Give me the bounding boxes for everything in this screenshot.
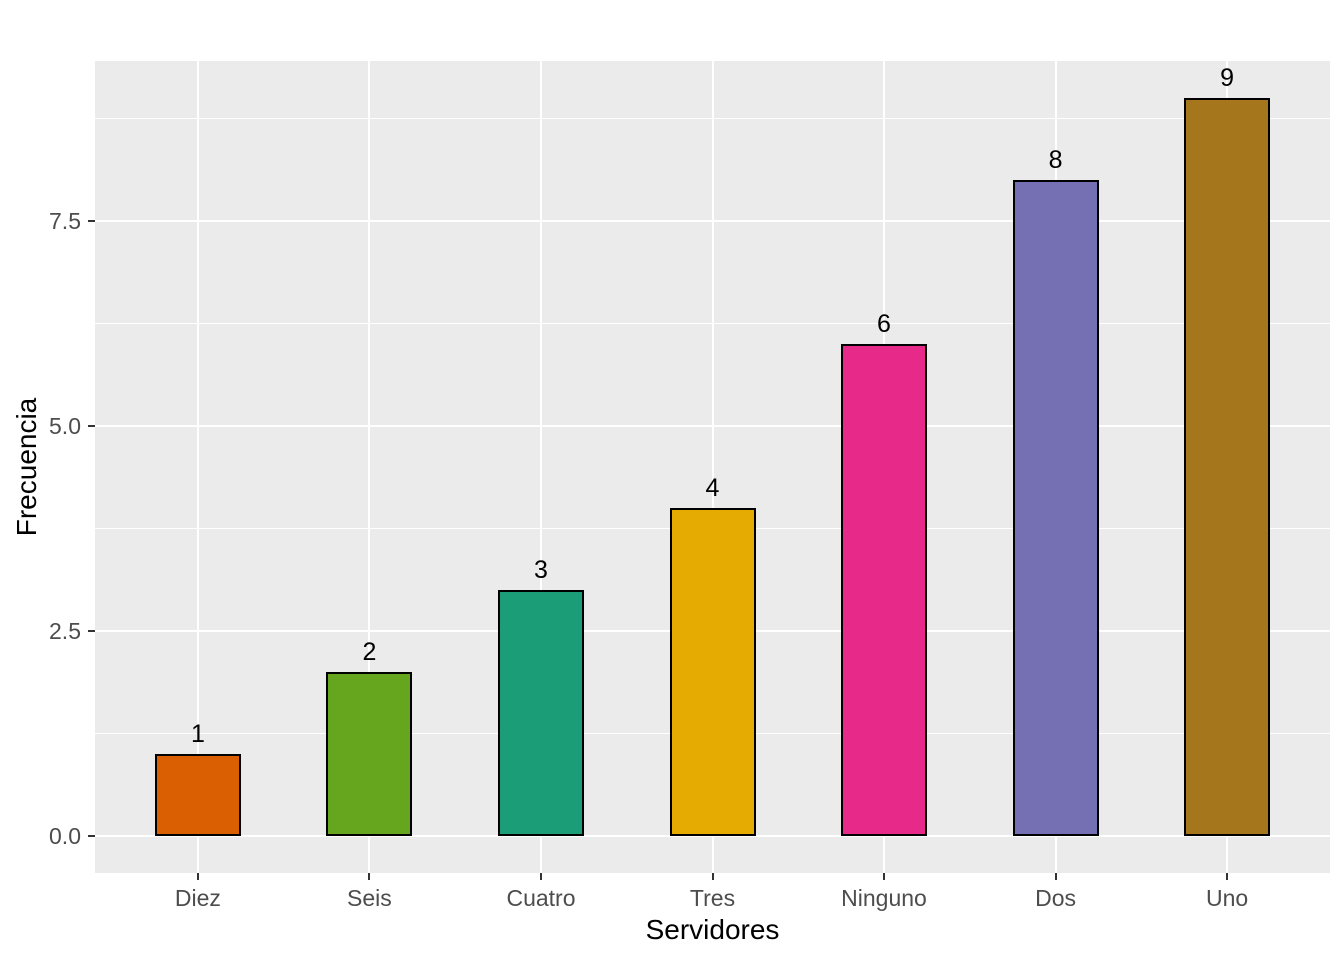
bar xyxy=(841,344,927,836)
x-axis-title: Servidores xyxy=(645,914,780,945)
bar xyxy=(154,754,241,836)
x-tick-label: Diez xyxy=(174,885,221,911)
category-gridline xyxy=(368,61,371,873)
bar-value-label: 4 xyxy=(705,474,720,502)
y-tick-label: 2.5 xyxy=(49,618,81,644)
x-tick-label: Cuatro xyxy=(506,885,576,911)
bar xyxy=(498,590,584,836)
category-gridline xyxy=(711,61,714,873)
bar-value-label: 2 xyxy=(362,638,377,666)
x-tick-mark xyxy=(711,873,714,880)
y-tick-label: 0.0 xyxy=(49,823,81,849)
bar-value-label: 9 xyxy=(1220,64,1235,92)
y-tick-label: 7.5 xyxy=(49,208,81,234)
x-tick-mark xyxy=(1226,873,1229,880)
y-tick-mark xyxy=(88,220,95,222)
x-tick-label: Uno xyxy=(1205,885,1249,911)
x-tick-label: Tres xyxy=(689,885,736,911)
bar-value-label: 8 xyxy=(1048,146,1063,174)
x-tick-mark xyxy=(540,873,542,880)
category-gridline xyxy=(196,61,199,873)
y-tick-label: 5.0 xyxy=(49,413,81,439)
y-tick-mark xyxy=(88,425,95,427)
bar-value-label: 6 xyxy=(877,310,891,338)
bar-value-label: 3 xyxy=(534,556,548,584)
x-tick-label: Dos xyxy=(1035,885,1077,911)
x-tick-mark xyxy=(196,873,199,880)
x-tick-label: Seis xyxy=(347,885,392,911)
bar xyxy=(1184,98,1271,836)
x-tick-mark xyxy=(883,873,885,880)
category-gridline xyxy=(540,61,542,873)
x-tick-label: Ninguno xyxy=(841,885,927,911)
y-tick-mark xyxy=(88,835,95,837)
bar-value-label: 1 xyxy=(190,720,205,748)
bar xyxy=(669,508,756,836)
bar xyxy=(1012,180,1099,836)
x-tick-mark xyxy=(1054,873,1057,880)
bar xyxy=(326,672,413,836)
x-tick-mark xyxy=(368,873,371,880)
y-tick-mark xyxy=(88,630,95,632)
